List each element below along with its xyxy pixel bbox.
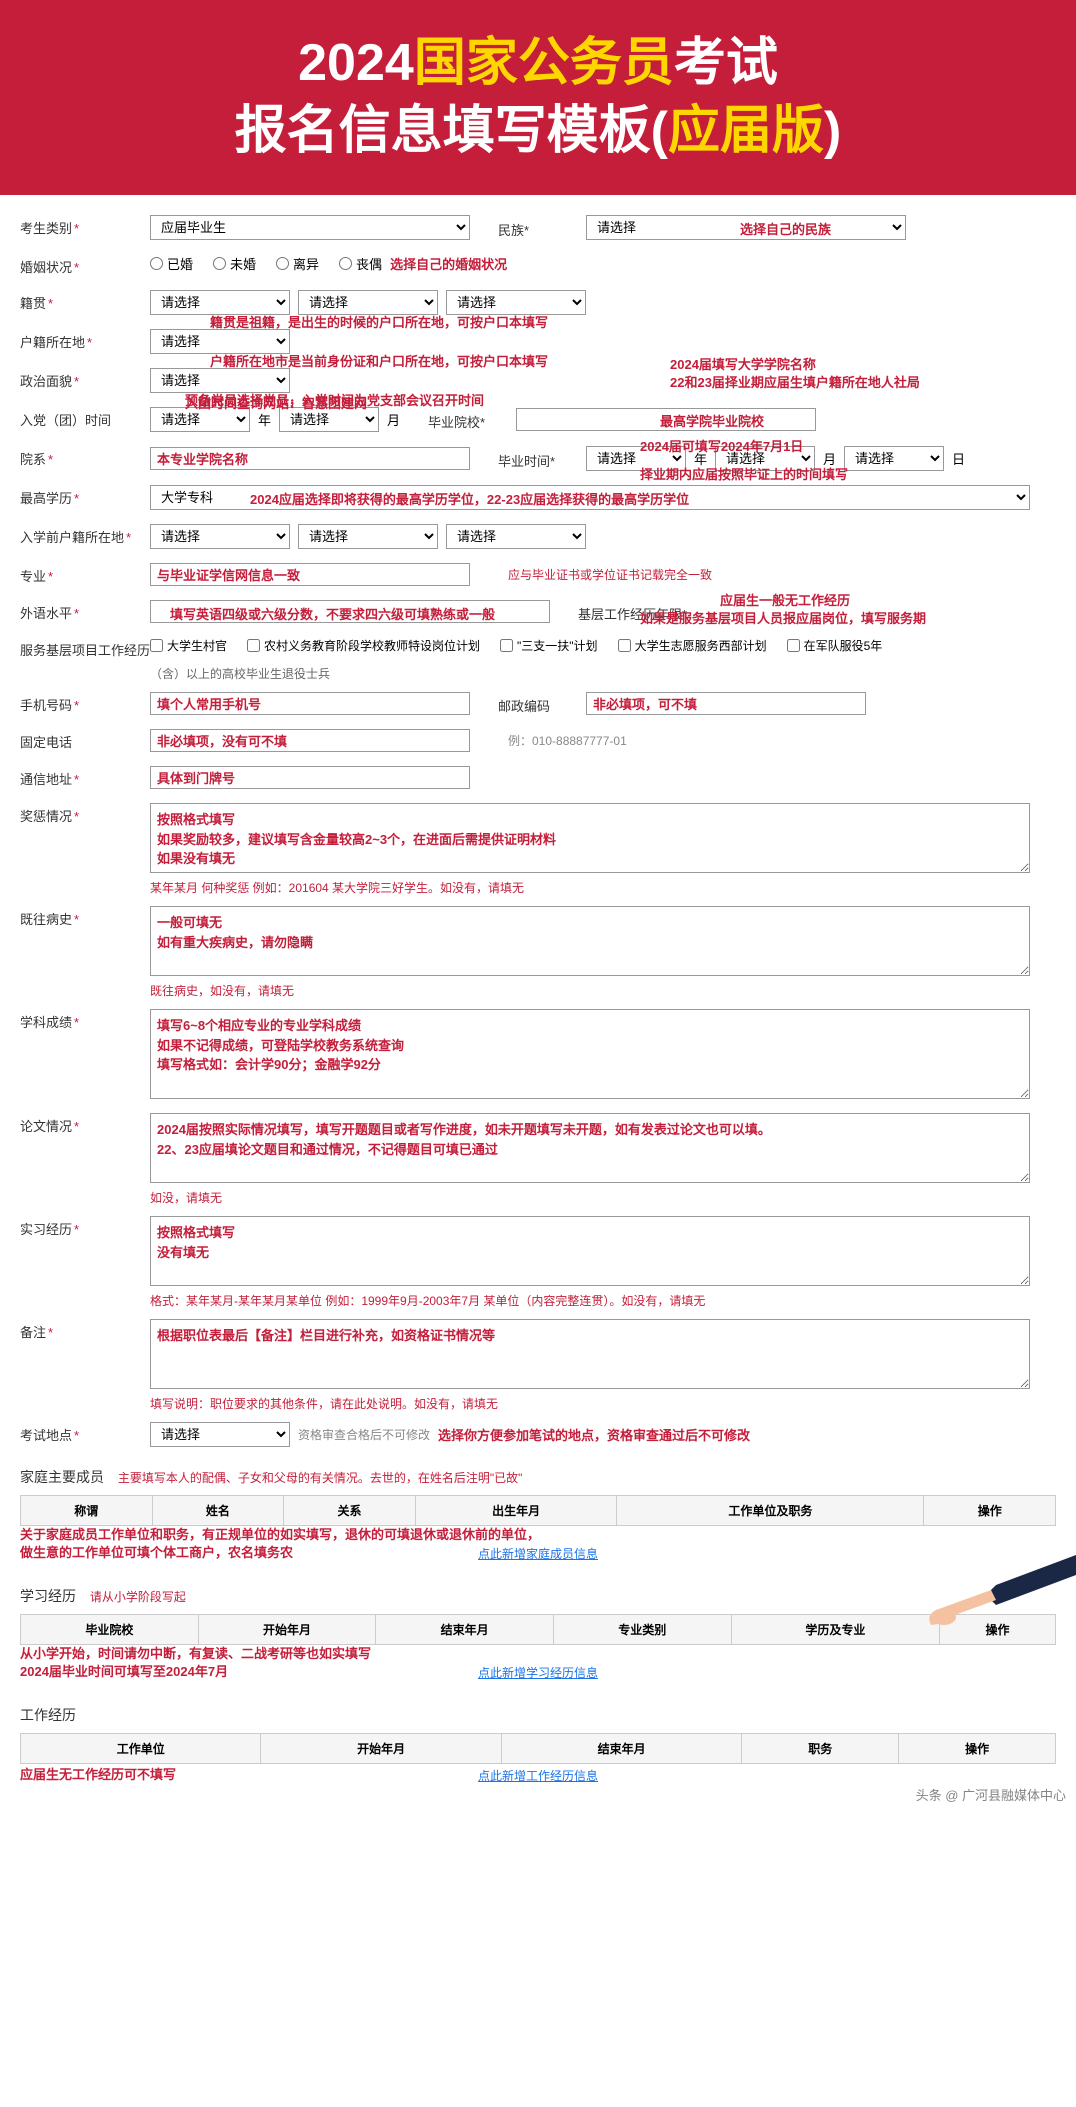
label-medical: 既往病史* [20, 906, 150, 928]
label-exam-loc: 考试地点* [20, 1422, 150, 1444]
label-marital: 婚姻状况* [20, 254, 150, 276]
service-sub: （含）以上的高校毕业生退役士兵 [150, 665, 1056, 682]
label-dept: 院系* [20, 446, 150, 468]
radio-single[interactable] [213, 257, 226, 270]
hint-awards: 某年某月 何种奖惩 例如：201604 某大学院三好学生。如没有，请填无 [150, 879, 1056, 896]
ethnicity-select[interactable]: 请选择 [586, 215, 906, 240]
label-lang: 外语水平* [20, 600, 150, 622]
exam-gray: 资格审查合格后不可修改 [298, 1426, 430, 1443]
section-work: 工作经历 [20, 1705, 1056, 1725]
label-thesis: 论文情况* [20, 1113, 150, 1135]
family-table: 称谓 姓名 关系 出生年月 工作单位及职务 操作 [20, 1495, 1056, 1526]
label-work-years: 基层工作经历年限* [578, 601, 698, 623]
hint-phone: 例：010-88887777-01 [508, 732, 627, 749]
party-month[interactable]: 请选择 [279, 407, 379, 432]
label-grad-time: 毕业时间* [498, 448, 578, 470]
label-phone: 固定电话 [20, 729, 150, 751]
exam-loc-select[interactable]: 请选择 [150, 1422, 290, 1447]
cb-west[interactable] [618, 639, 631, 652]
hint-marital: 选择自己的婚姻状况 [390, 254, 507, 273]
intern-textarea[interactable]: 按照格式填写 没有填无 [150, 1216, 1030, 1286]
thesis-textarea[interactable]: 2024届按照实际情况填写，填写开题题目或者写作进度，如未开题填写未开题，如有发… [150, 1113, 1030, 1183]
form-container: 考生类别* 应届毕业生 民族* 请选择 选择自己的民族 婚姻状况* 已婚 未婚 … [0, 195, 1076, 1814]
grad-day[interactable]: 请选择 [844, 446, 944, 471]
hint-exam: 选择你方便参加笔试的地点，资格审查通过后不可修改 [438, 1425, 750, 1444]
remark-textarea[interactable]: 根据职位表最后【备注】栏目进行补充，如资格证书情况等 [150, 1319, 1030, 1389]
label-grad-school: 毕业院校* [428, 409, 508, 431]
address-input[interactable] [150, 766, 470, 789]
header-title: 2024国家公务员考试 报名信息填写模板(应届版) [20, 30, 1056, 165]
major-input[interactable] [150, 563, 470, 586]
prior-sel1[interactable]: 请选择 [150, 524, 290, 549]
study-table: 毕业院校 开始年月 结束年月 专业类别 学历及专业 操作 [20, 1614, 1056, 1645]
label-party-time: 入党（团）时间 [20, 407, 150, 429]
header-banner: 2024国家公务员考试 报名信息填写模板(应届版) [0, 0, 1076, 195]
native-sel2[interactable]: 请选择 [298, 290, 438, 315]
medical-textarea[interactable]: 一般可填无 如有重大疾病史，请勿隐瞒 [150, 906, 1030, 976]
grad-month[interactable]: 请选择 [715, 446, 815, 471]
watermark: 头条 @ 广河县融媒体中心 [916, 1785, 1066, 1804]
service-checkboxes: 大学生村官 农村义务教育阶段学校教师特设岗位计划 "三支一扶"计划 大学生志愿服… [150, 637, 882, 654]
grad-school-input[interactable] [516, 408, 816, 431]
hint-remark: 填写说明：职位要求的其他条件，请在此处说明。如没有，请填无 [150, 1395, 1056, 1412]
cb-teacher[interactable] [247, 639, 260, 652]
radio-divorced[interactable] [276, 257, 289, 270]
label-major: 专业* [20, 563, 150, 585]
political-sel[interactable]: 请选择 [150, 368, 290, 393]
hukou-sel1[interactable]: 请选择 [150, 329, 290, 354]
native-sel1[interactable]: 请选择 [150, 290, 290, 315]
label-address: 通信地址* [20, 766, 150, 788]
add-family-link[interactable]: 点此新增家庭成员信息 [478, 1547, 598, 1561]
hint-medical: 既往病史，如没有，请填无 [150, 982, 1056, 999]
lang-input[interactable] [150, 600, 550, 623]
mobile-input[interactable] [150, 692, 470, 715]
label-remark: 备注* [20, 1319, 150, 1341]
label-edu: 最高学历* [20, 485, 150, 507]
label-awards: 奖惩情况* [20, 803, 150, 825]
awards-textarea[interactable]: 按照格式填写 如果奖励较多，建议填写含金量较高2~3个，在进面后需提供证明材料 … [150, 803, 1030, 873]
dept-input[interactable] [150, 447, 470, 470]
scores-textarea[interactable]: 填写6~8个相应专业的专业学科成绩 如果不记得成绩，可登陆学校教务系统查询 填写… [150, 1009, 1030, 1099]
cb-army[interactable] [787, 639, 800, 652]
label-hukou: 户籍所在地* [20, 329, 150, 351]
radio-married[interactable] [150, 257, 163, 270]
radio-widowed[interactable] [339, 257, 352, 270]
label-scores: 学科成绩* [20, 1009, 150, 1031]
hint-thesis: 如没，请填无 [150, 1189, 1056, 1206]
hint-major: 应与毕业证书或学位证书记载完全一致 [508, 566, 712, 583]
label-intern: 实习经历* [20, 1216, 150, 1238]
cb-village[interactable] [150, 639, 163, 652]
work-table: 工作单位 开始年月 结束年月 职务 操作 [20, 1733, 1056, 1764]
label-mobile: 手机号码* [20, 692, 150, 714]
edu-select[interactable]: 大学专科 [150, 485, 1030, 510]
hint-intern: 格式：某年某月-某年某月某单位 例如：1999年9月-2003年7月 某单位（内… [150, 1292, 1056, 1309]
label-ethnicity: 民族* [498, 217, 578, 239]
grad-year[interactable]: 请选择 [586, 446, 686, 471]
prior-sel3[interactable]: 请选择 [446, 524, 586, 549]
label-postal: 邮政编码 [498, 693, 578, 715]
section-family: 家庭主要成员 主要填写本人的配偶、子女和父母的有关情况。去世的，在姓名后注明"已… [20, 1467, 1056, 1487]
candidate-type-select[interactable]: 应届毕业生 [150, 215, 470, 240]
label-candidate-type: 考生类别* [20, 215, 150, 237]
native-sel3[interactable]: 请选择 [446, 290, 586, 315]
party-year[interactable]: 请选择 [150, 407, 250, 432]
label-native: 籍贯* [20, 290, 150, 312]
add-work-link[interactable]: 点此新增工作经历信息 [478, 1769, 598, 1783]
prior-sel2[interactable]: 请选择 [298, 524, 438, 549]
label-service: 服务基层项目工作经历 [20, 637, 150, 659]
postal-input[interactable] [586, 692, 866, 715]
label-political: 政治面貌* [20, 368, 150, 390]
section-study: 学习经历 请从小学阶段写起 [20, 1586, 1056, 1606]
label-prior-hukou: 入学前户籍所在地* [20, 524, 150, 546]
add-study-link[interactable]: 点此新增学习经历信息 [478, 1666, 598, 1680]
phone-input[interactable] [150, 729, 470, 752]
marital-radio-group: 已婚 未婚 离异 丧偶 [150, 254, 382, 273]
cb-sanzhi[interactable] [500, 639, 513, 652]
